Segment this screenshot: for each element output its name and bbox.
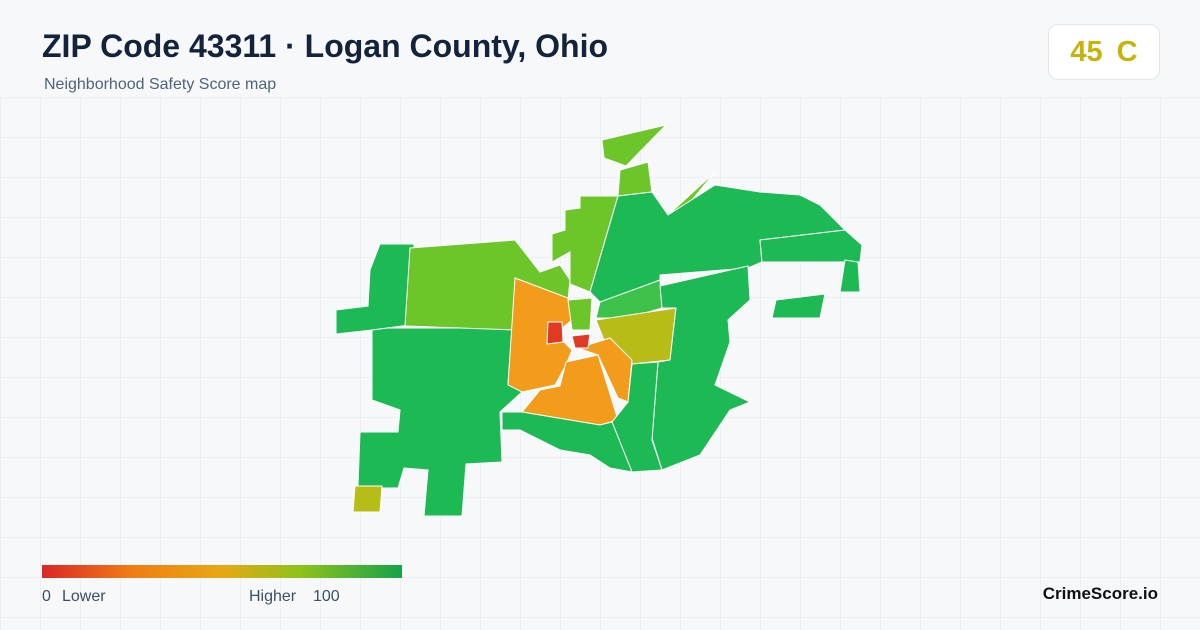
score: 45 — [1070, 35, 1103, 68]
legend-max-label: Higher — [249, 588, 297, 605]
legend-min: 0 — [42, 588, 51, 605]
subtitle: Neighborhood Safety Score map — [44, 76, 277, 93]
legend-bar — [42, 565, 402, 578]
grade: C — [1116, 35, 1138, 68]
areas — [335, 124, 863, 517]
brand: CrimeScore.io — [1042, 584, 1158, 603]
score-badge: 45 C — [1048, 24, 1160, 80]
title: ZIP Code 43311 · Logan County, Ohio — [42, 28, 608, 64]
legend-max: 100 — [313, 588, 340, 605]
legend-min-label: Lower — [62, 588, 106, 605]
